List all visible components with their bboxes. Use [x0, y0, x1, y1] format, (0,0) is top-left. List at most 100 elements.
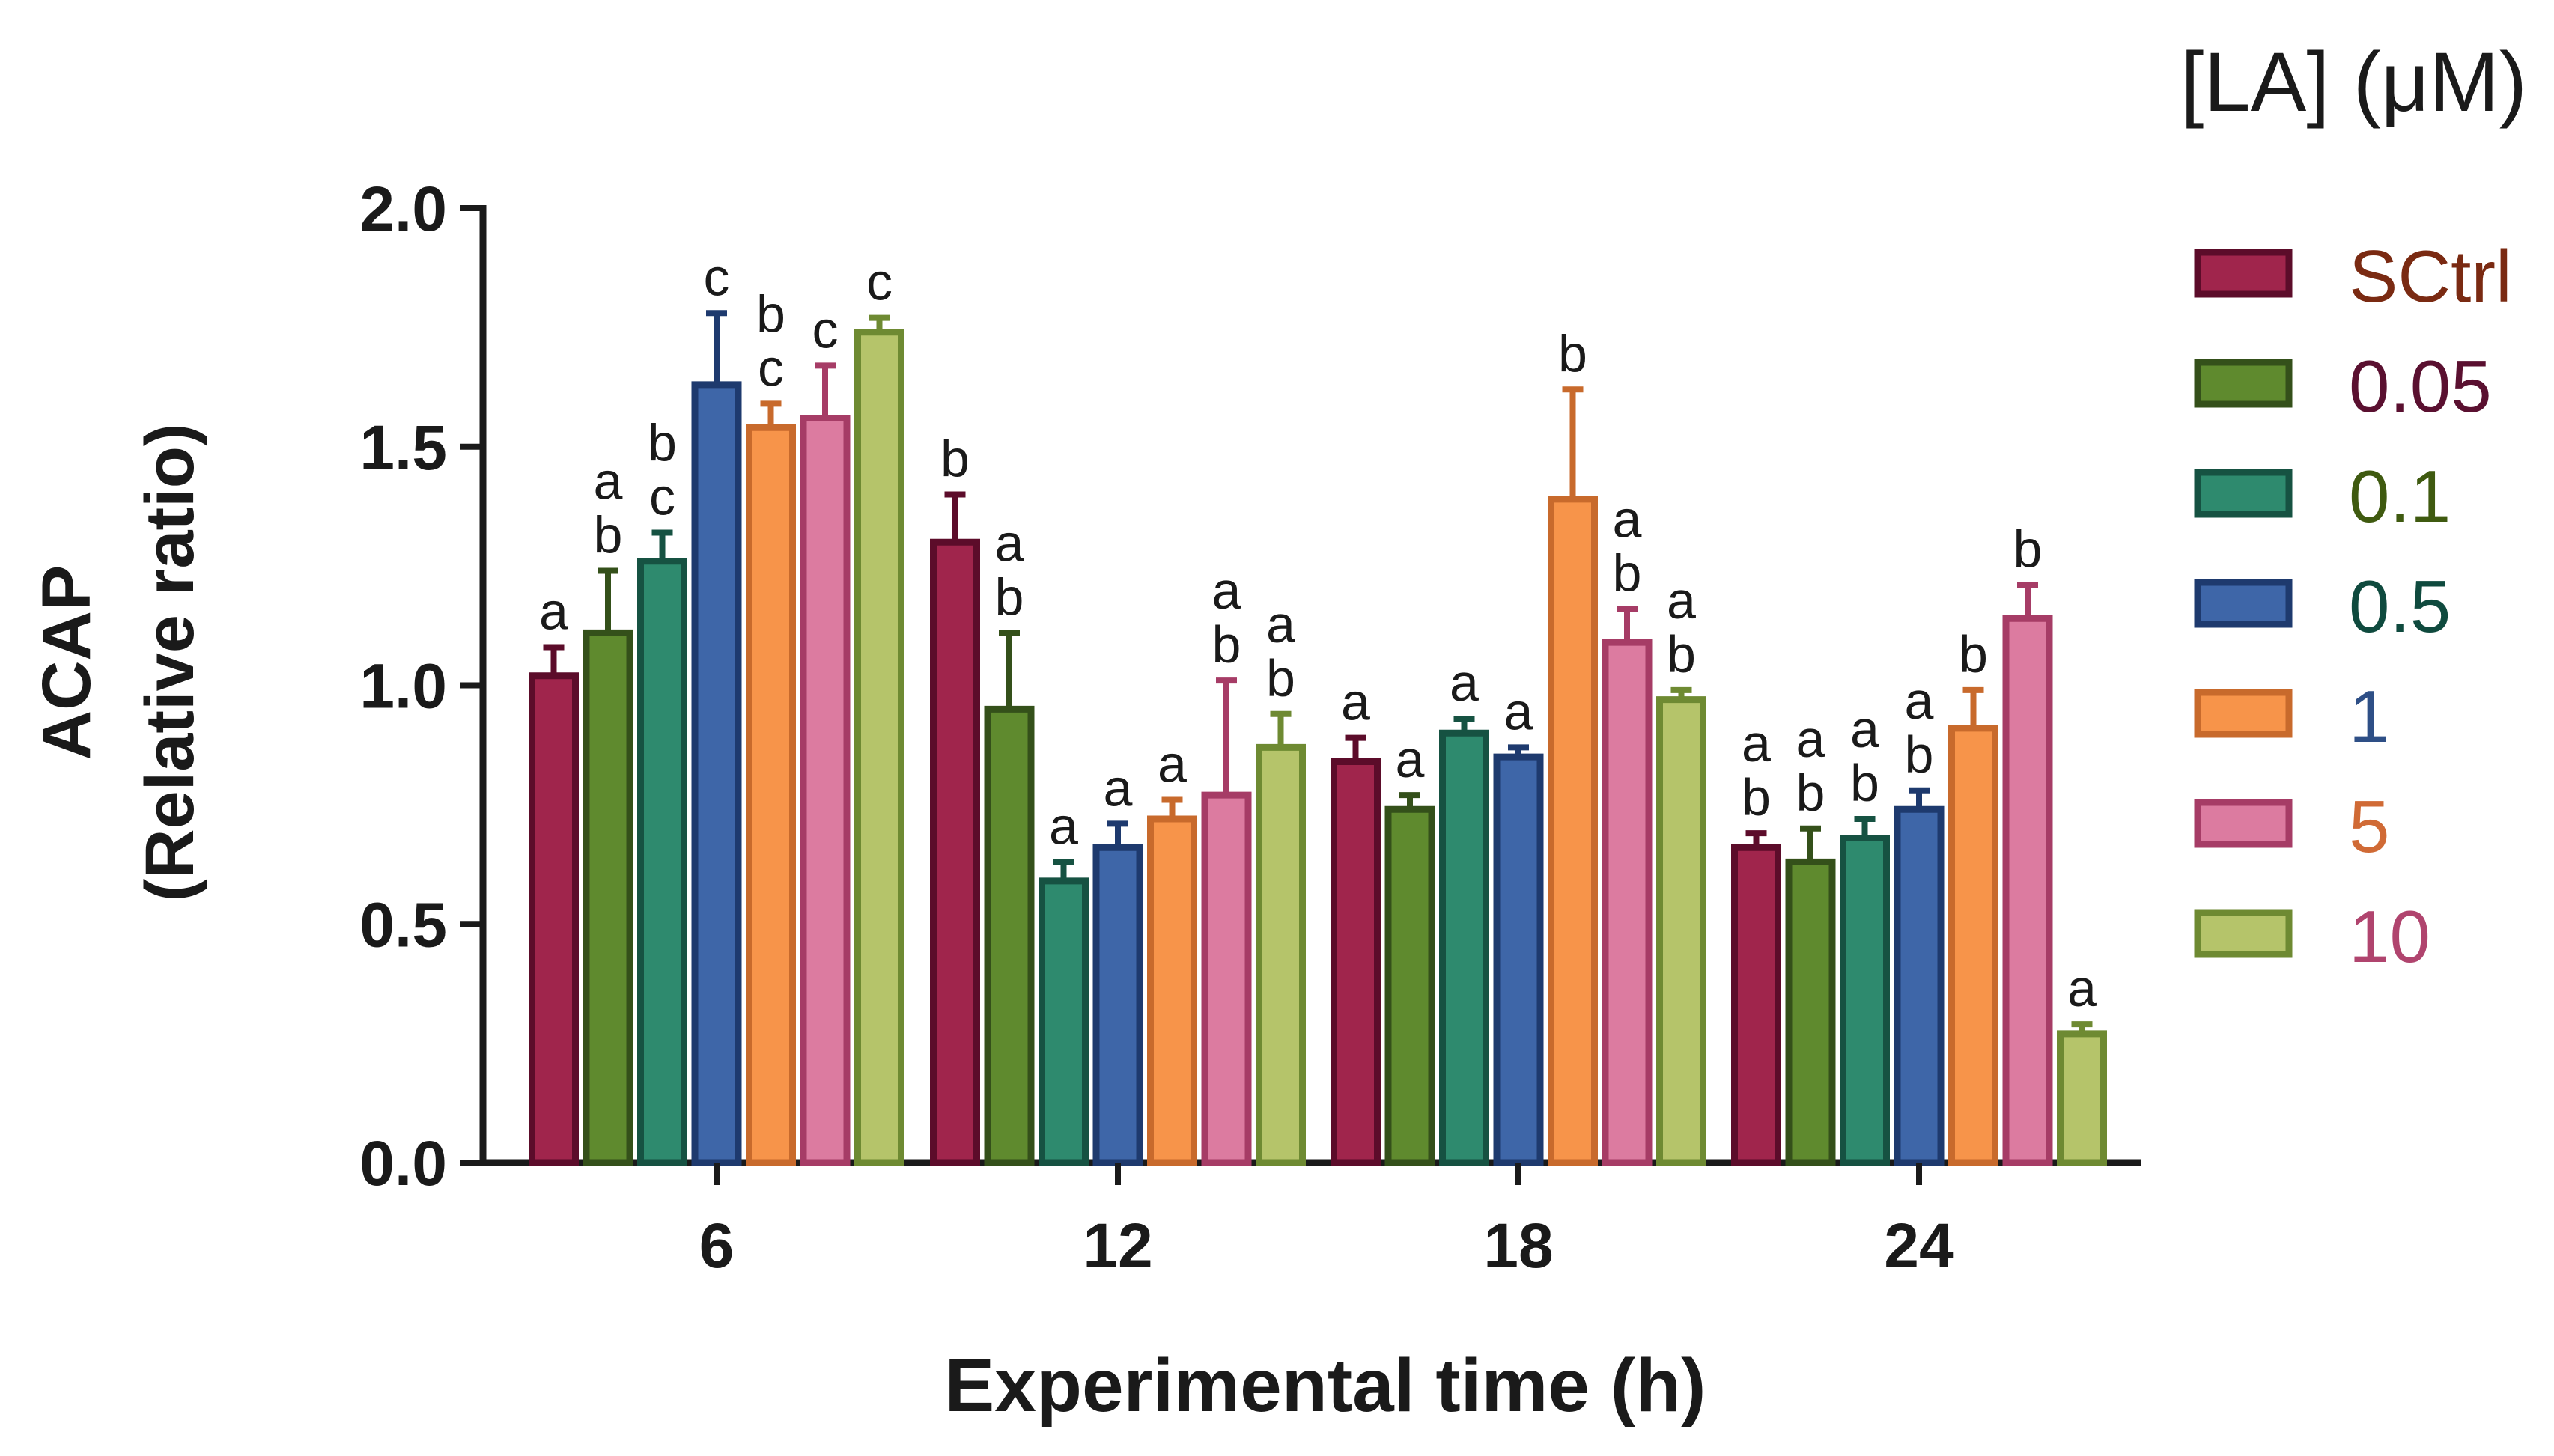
significance-letter: b — [1613, 544, 1642, 603]
bar — [2057, 1030, 2107, 1166]
bar — [691, 381, 742, 1166]
significance-letter: a — [1049, 796, 1078, 855]
x-tick-label: 24 — [1884, 1210, 1954, 1281]
x-tick-label: 6 — [699, 1210, 735, 1281]
legend-label: 5 — [2349, 785, 2390, 868]
y-tick-label: 0.0 — [359, 1128, 447, 1198]
bar — [1331, 758, 1381, 1166]
significance-letter: b — [1796, 764, 1825, 822]
bar — [1840, 835, 1890, 1166]
significance-letter: b — [1850, 754, 1879, 812]
legend-label: SCtrl — [2349, 235, 2512, 317]
significance-letter: a — [1504, 682, 1533, 740]
significance-letter: a — [539, 582, 568, 641]
bar — [1731, 844, 1781, 1166]
bar — [1948, 725, 1998, 1166]
significance-letter: a — [594, 452, 623, 511]
significance-letter: a — [1450, 654, 1479, 712]
bar — [2002, 615, 2053, 1166]
bar — [1493, 753, 1544, 1166]
significance-letter: b — [1742, 768, 1771, 826]
legend-swatch — [2194, 909, 2293, 958]
bar — [1656, 696, 1706, 1166]
significance-letter: b — [1667, 625, 1696, 683]
significance-letter: b — [1558, 324, 1587, 383]
bar — [1092, 844, 1143, 1166]
legend-swatch — [2194, 579, 2293, 628]
bar — [984, 705, 1035, 1166]
bar — [930, 538, 980, 1166]
significance-letter: a — [1396, 730, 1425, 788]
bar — [1548, 496, 1598, 1166]
legend-label: 1 — [2349, 675, 2390, 758]
bar — [1147, 815, 1197, 1166]
y-tick-label: 1.5 — [359, 412, 447, 483]
significance-letter: b — [2013, 520, 2043, 579]
x-tick-label: 12 — [1083, 1210, 1152, 1281]
bar — [1894, 805, 1945, 1166]
y-tick-label: 2.0 — [359, 174, 447, 244]
bar — [583, 629, 633, 1166]
significance-letter: a — [1850, 700, 1879, 758]
bar — [746, 424, 796, 1166]
significance-letter: b — [756, 284, 785, 343]
significance-letter: a — [1796, 710, 1825, 768]
legend-label: 0.1 — [2349, 455, 2451, 537]
significance-letter: a — [2067, 959, 2097, 1017]
legend-label: 10 — [2349, 895, 2430, 978]
legend-swatch — [2194, 359, 2293, 408]
significance-letter: a — [1212, 561, 1241, 620]
bar — [1256, 743, 1306, 1166]
x-axis-label: Experimental time (h) — [945, 1344, 1706, 1428]
significance-letter: b — [648, 414, 677, 472]
significance-letter: c — [866, 253, 893, 311]
legend-title: [LA] (μM) — [2180, 35, 2527, 129]
bar — [1785, 858, 1836, 1166]
bar — [1439, 729, 1489, 1166]
significance-letter: b — [1212, 615, 1241, 674]
significance-letter: c — [758, 338, 784, 397]
bar — [529, 672, 579, 1166]
significance-letter: a — [1104, 758, 1133, 817]
significance-letter: b — [1266, 649, 1295, 707]
significance-letter: c — [704, 248, 730, 306]
significance-letter: a — [1742, 714, 1771, 773]
legend: [LA] (μM) SCtrl 0.05 0.1 0.5 1 5 10 — [2180, 35, 2527, 978]
legend-swatch — [2194, 689, 2293, 738]
x-tick-label: 18 — [1483, 1210, 1553, 1281]
significance-letter: a — [1905, 671, 1934, 730]
significance-letter: a — [1667, 571, 1696, 630]
bar — [854, 329, 904, 1166]
legend-label: 0.5 — [2349, 565, 2451, 648]
significance-letter: a — [1266, 595, 1295, 654]
y-tick-label: 0.5 — [359, 889, 447, 960]
significance-letter: a — [995, 514, 1024, 572]
bar — [1039, 877, 1089, 1166]
significance-letter: a — [1341, 673, 1370, 731]
bar — [1384, 805, 1435, 1166]
significance-letter: a — [1158, 735, 1187, 794]
y-tick-label: 1.0 — [359, 651, 447, 722]
y-axis-label-line2: (Relative ratio) — [132, 423, 208, 901]
y-axis-label: ACAP (Relative ratio) — [28, 423, 208, 901]
bar — [800, 415, 851, 1166]
legend-label: 0.05 — [2349, 345, 2492, 427]
significance-letter: b — [1905, 725, 1934, 784]
legend-swatch — [2194, 249, 2293, 298]
axis-ticks: 0.0 0.5 1.0 1.5 2.0 6 12 18 24 — [359, 174, 1954, 1281]
significance-letter: b — [1959, 625, 1988, 683]
legend-swatch — [2194, 469, 2293, 518]
bar — [637, 558, 687, 1166]
y-axis-label-line1: ACAP — [28, 565, 105, 761]
significance-letter: b — [995, 567, 1024, 626]
significance-letter: a — [1613, 490, 1642, 549]
significance-letter: b — [940, 430, 970, 488]
significance-letter: c — [812, 300, 839, 359]
significance-letter: c — [649, 468, 675, 526]
